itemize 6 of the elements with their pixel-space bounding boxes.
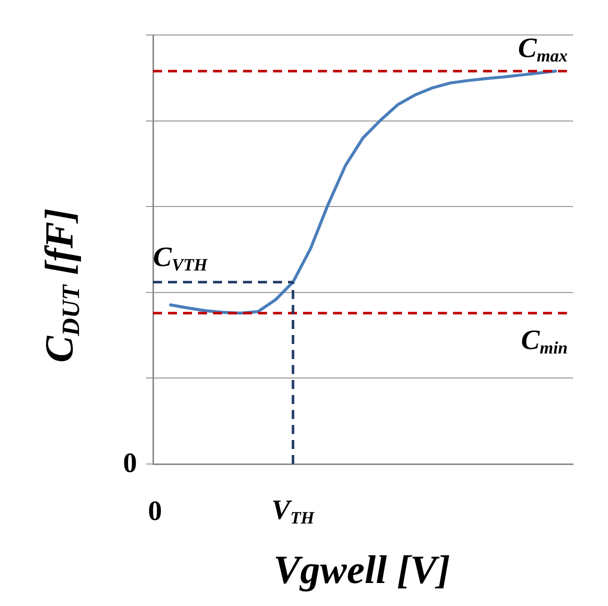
text: 0 xyxy=(123,448,137,479)
ref-line-label: C$_{min}$ xyxy=(521,325,568,358)
x-axis-title: Vgwell [V] xyxy=(274,547,450,592)
x-tick-label: V$_{TH}$ xyxy=(272,495,314,528)
ref-line-label: C$_{max}$ xyxy=(518,33,568,66)
ref-line-label: C$_{VTH}$ xyxy=(153,242,208,274)
